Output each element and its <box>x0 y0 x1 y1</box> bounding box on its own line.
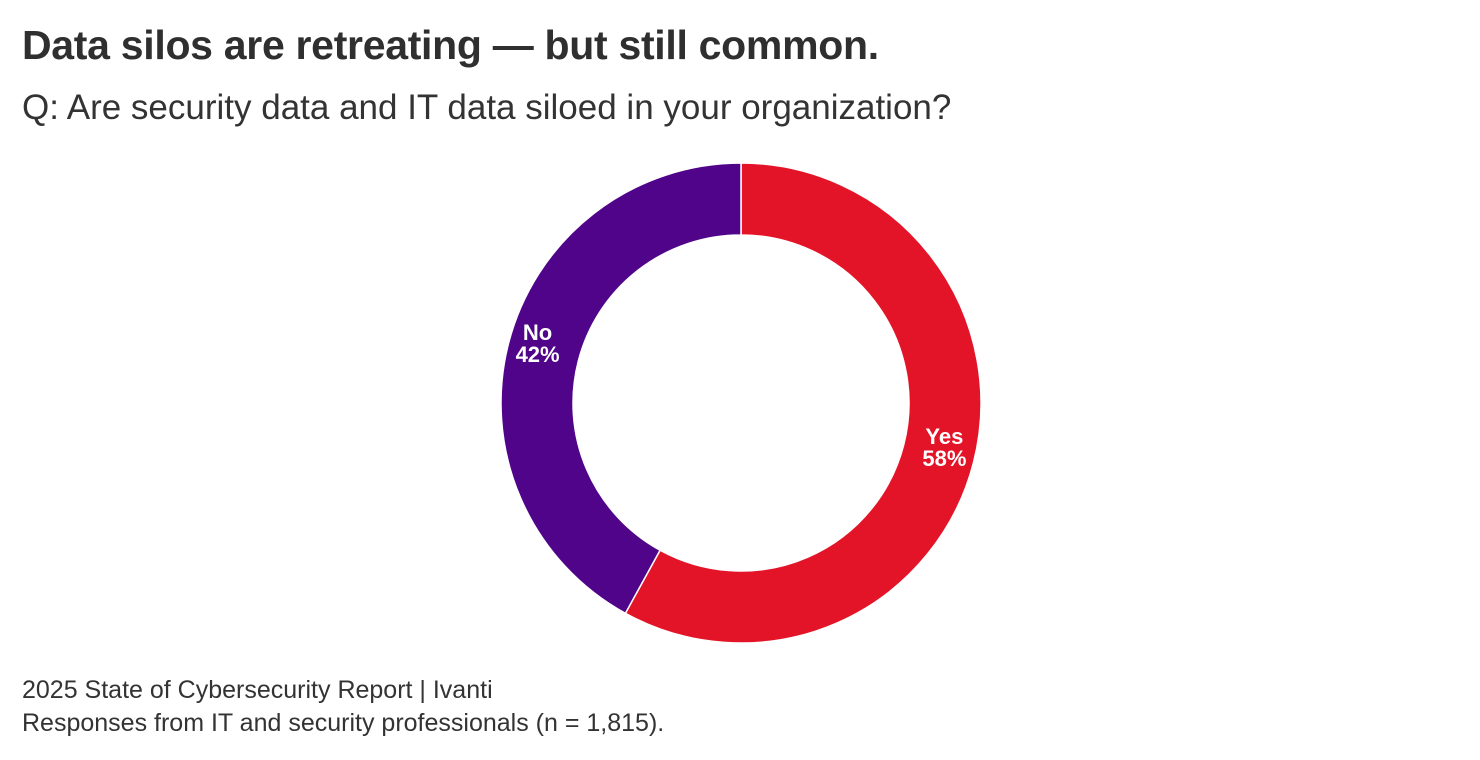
slice-label-yes: Yes 58% <box>922 424 966 471</box>
chart-title: Data silos are retreating — but still co… <box>22 22 879 68</box>
sample-note: Responses from IT and security professio… <box>22 709 665 737</box>
slice-label-no: No 42% <box>516 320 560 367</box>
slice-category-yes: Yes <box>925 424 963 449</box>
source-line: 2025 State of Cybersecurity Report | Iva… <box>22 676 493 704</box>
chart-subtitle: Q: Are security data and IT data siloed … <box>22 88 952 127</box>
slice-no <box>500 162 742 615</box>
slice-yes <box>624 162 982 644</box>
slice-value-yes: 58% <box>922 446 966 471</box>
slice-value-no: 42% <box>516 342 560 367</box>
donut-labels: Yes 58% No 42% <box>516 320 967 471</box>
chart-source: 2025 State of Cybersecurity Report | Iva… <box>22 674 664 740</box>
donut-chart: Yes 58% No 42% <box>500 162 982 644</box>
donut-slices <box>500 162 982 644</box>
slice-category-no: No <box>523 320 552 345</box>
